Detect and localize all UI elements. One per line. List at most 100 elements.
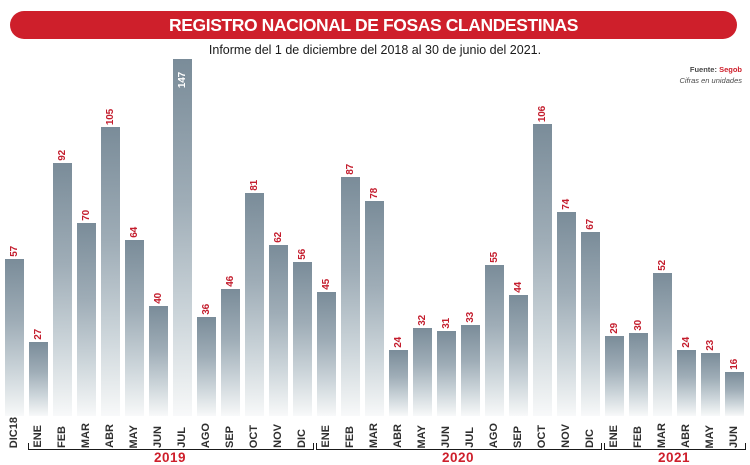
bar-column: 31 JUN <box>434 56 458 465</box>
bar-value-label: 33 <box>464 312 476 323</box>
bar-column: 106 OCT <box>530 56 554 465</box>
year-bracket <box>28 443 314 450</box>
bar-value-label: 46 <box>224 276 236 287</box>
bar-column: 105 ABR <box>98 56 122 465</box>
bar-column: 81 OCT <box>242 56 266 465</box>
bar <box>532 124 552 416</box>
report-subtitle: Informe del 1 de diciembre del 2018 al 3… <box>208 43 542 57</box>
bar-value-label: 24 <box>392 337 404 348</box>
bar-column: 29 ENE <box>602 56 626 465</box>
bar <box>244 193 264 416</box>
source-block: Fuente: Segob Cifras en unidades <box>679 64 742 86</box>
bar-value-label: 30 <box>632 320 644 331</box>
bar-column: 67 DIC <box>578 56 602 465</box>
bar-value-label: 31 <box>440 318 452 329</box>
bar <box>196 317 216 416</box>
bars-row: 57 DIC18 27 ENE 92 FEB 70 MAR 105 ABR 64 MAY 40 JUN 14… <box>2 56 746 465</box>
bar <box>100 127 120 416</box>
bar-column: 70 MAR <box>74 56 98 465</box>
bar <box>292 262 312 416</box>
bar-value-label: 44 <box>512 282 524 293</box>
bar-column: 57 DIC18 <box>2 56 26 465</box>
bar <box>628 333 648 416</box>
bar-value-label: 32 <box>416 315 428 326</box>
bar-value-label: 56 <box>296 249 308 260</box>
bar-value-label: 27 <box>32 329 44 340</box>
bar <box>52 163 72 416</box>
page-title: REGISTRO NACIONAL DE FOSAS CLANDESTINAS <box>169 14 578 35</box>
bar-column: 147 JUL <box>170 56 194 465</box>
bar-value-label: 67 <box>584 219 596 230</box>
bar <box>4 259 24 416</box>
bar-value-label: 40 <box>152 293 164 304</box>
bar-value-label: 29 <box>608 323 620 334</box>
year-bracket <box>604 443 746 450</box>
bar-column: 64 MAY <box>122 56 146 465</box>
bar <box>364 201 384 416</box>
bar <box>412 328 432 416</box>
bar <box>604 336 624 416</box>
bar-column: 16 JUN <box>722 56 746 465</box>
title-banner: REGISTRO NACIONAL DE FOSAS CLANDESTINAS <box>10 11 737 39</box>
bar-column: 44 SEP <box>506 56 530 465</box>
bar <box>268 245 288 416</box>
bar-column: 56 DIC <box>290 56 314 465</box>
bar-column: 32 MAY <box>410 56 434 465</box>
bar-value-label: 64 <box>128 227 140 238</box>
bar-column: 24 ABR <box>386 56 410 465</box>
bar-column: 23 MAY <box>698 56 722 465</box>
bar-value-label: 24 <box>680 337 692 348</box>
bar-value-label: 81 <box>248 180 260 191</box>
bar-value-label: 78 <box>368 188 380 199</box>
bar <box>124 240 144 416</box>
bar <box>76 223 96 416</box>
bar <box>436 331 456 416</box>
bar-value-label: 55 <box>488 252 500 263</box>
bar-chart: 57 DIC18 27 ENE 92 FEB 70 MAR 105 ABR 64 MAY 40 JUN 14… <box>2 56 746 465</box>
bar-column: 30 FEB <box>626 56 650 465</box>
bar-value-label: 105 <box>104 108 116 125</box>
bar-column: 45 ENE <box>314 56 338 465</box>
bar-value-label: 74 <box>560 199 572 210</box>
bar-column: 62 NOV <box>266 56 290 465</box>
bar <box>340 177 360 416</box>
bar-value-label: 16 <box>728 359 740 370</box>
bar-column: 36 AGO <box>194 56 218 465</box>
bar-column: 24 ABR <box>674 56 698 465</box>
source-value: Segob <box>719 65 742 74</box>
bar <box>484 265 504 416</box>
bar-value-label: 62 <box>272 232 284 243</box>
bar <box>172 59 192 416</box>
bar <box>724 372 744 416</box>
bar <box>556 212 576 416</box>
bar <box>28 342 48 416</box>
bar-column: 40 JUN <box>146 56 170 465</box>
bar-value-label: 70 <box>80 210 92 221</box>
source-line: Fuente: Segob <box>679 64 742 75</box>
bar-value-label: 45 <box>320 279 332 290</box>
bar-value-label: 106 <box>536 105 548 122</box>
bar <box>316 292 336 416</box>
year-label: 2021 <box>657 450 691 465</box>
bar-column: 87 FEB <box>338 56 362 465</box>
bar-column: 33 JUL <box>458 56 482 465</box>
bar-value-label: 57 <box>8 246 20 257</box>
bar-value-label: 87 <box>344 164 356 175</box>
units-note: Cifras en unidades <box>679 76 742 85</box>
bar <box>652 273 672 416</box>
bar-column: 92 FEB <box>50 56 74 465</box>
bar-column: 78 MAR <box>362 56 386 465</box>
bar-value-label: 52 <box>656 260 668 271</box>
bar-value-label: 36 <box>200 304 212 315</box>
bar-value-label: 23 <box>704 340 716 351</box>
year-bracket <box>316 443 602 450</box>
bar <box>508 295 528 416</box>
bar <box>580 232 600 416</box>
year-label: 2019 <box>153 450 187 465</box>
source-label: Fuente: <box>689 65 717 74</box>
bar <box>388 350 408 416</box>
bar-column: 52 MAR <box>650 56 674 465</box>
bar-column: 27 ENE <box>26 56 50 465</box>
bar-value-label: 147 <box>176 71 188 88</box>
